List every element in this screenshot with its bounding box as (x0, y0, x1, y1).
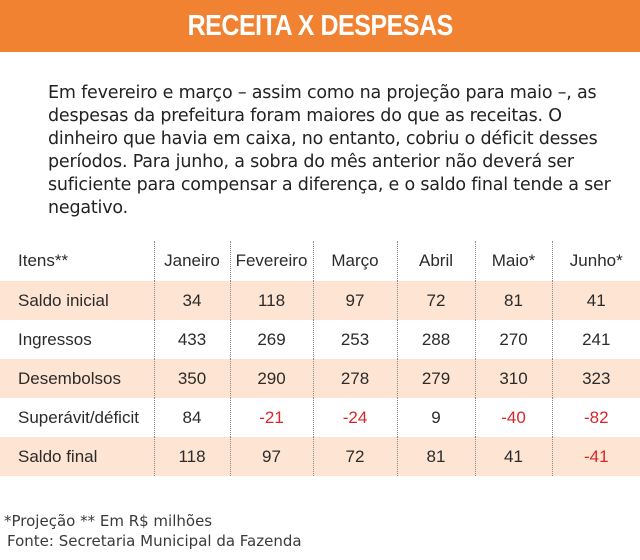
table-cell: 97 (229, 437, 313, 476)
table-cell-negative: -82 (551, 398, 640, 437)
table-cell: 34 (153, 281, 230, 320)
table-cell: 253 (312, 320, 397, 359)
column-header: Abril (396, 241, 475, 281)
table-cell-negative: -21 (229, 398, 313, 437)
row-label: Superávit/déficit (18, 407, 139, 427)
table-cell: 279 (396, 359, 475, 398)
table-cell: 270 (474, 320, 552, 359)
table-cell: 290 (229, 359, 313, 398)
table-cell: 41 (474, 437, 552, 476)
row-label: Saldo final (0, 437, 154, 476)
source-credit: Fonte: Secretaria Municipal da Fazenda (7, 532, 302, 550)
intro-paragraph: Em fevereiro e março – assim como na pro… (48, 82, 611, 218)
column-header: Itens** (18, 251, 69, 270)
table-cell: 118 (153, 437, 230, 476)
table-cell: 288 (396, 320, 475, 359)
table-cell: 433 (153, 320, 230, 359)
row-label: Ingressos (18, 329, 92, 349)
column-header: Junho* (551, 241, 640, 281)
table-cell: 278 (312, 359, 397, 398)
table-cell-negative: -40 (474, 398, 552, 437)
footnote-note: *Projeção ** Em R$ milhões (4, 512, 213, 530)
table-cell: 84 (153, 398, 230, 437)
table-row: Saldo final 118 97 72 81 41 -41 (0, 437, 640, 476)
table-cell: 72 (312, 437, 397, 476)
table-cell: 81 (396, 437, 475, 476)
row-label: Saldo inicial (0, 281, 154, 320)
table-cell: 269 (229, 320, 313, 359)
table-cell: 118 (229, 281, 313, 320)
column-header: Março (312, 241, 397, 281)
table-row: Superávit/déficit 84 -21 -24 9 -40 -82 (0, 398, 640, 437)
table-cell-negative: -41 (551, 437, 640, 476)
table-header-row: Itens** Janeiro Fevereiro Março Abril Ma… (0, 241, 640, 281)
table-cell-negative: -24 (312, 398, 397, 437)
footnote: *Projeção ** Em R$ milhões Fonte: Secret… (4, 511, 302, 551)
table-cell: 350 (153, 359, 230, 398)
title-banner: RECEITA X DESPESAS (0, 0, 640, 52)
table-row: Saldo inicial 34 118 97 72 81 41 (0, 281, 640, 320)
table-cell: 72 (396, 281, 475, 320)
column-header: Janeiro (153, 241, 230, 281)
table-cell: 9 (396, 398, 475, 437)
column-header: Maio* (474, 241, 552, 281)
table-cell: 81 (474, 281, 552, 320)
table-cell: 41 (551, 281, 640, 320)
table-row: Ingressos 433 269 253 288 270 241 (0, 320, 640, 359)
table-cell: 323 (551, 359, 640, 398)
row-label: Desembolsos (0, 359, 154, 398)
table-cell: 310 (474, 359, 552, 398)
table-cell: 241 (551, 320, 640, 359)
data-table: Itens** Janeiro Fevereiro Março Abril Ma… (0, 241, 640, 476)
table-row: Desembolsos 350 290 278 279 310 323 (0, 359, 640, 398)
page-title: RECEITA X DESPESAS (187, 9, 453, 42)
table-cell: 97 (312, 281, 397, 320)
column-header: Fevereiro (229, 241, 313, 281)
